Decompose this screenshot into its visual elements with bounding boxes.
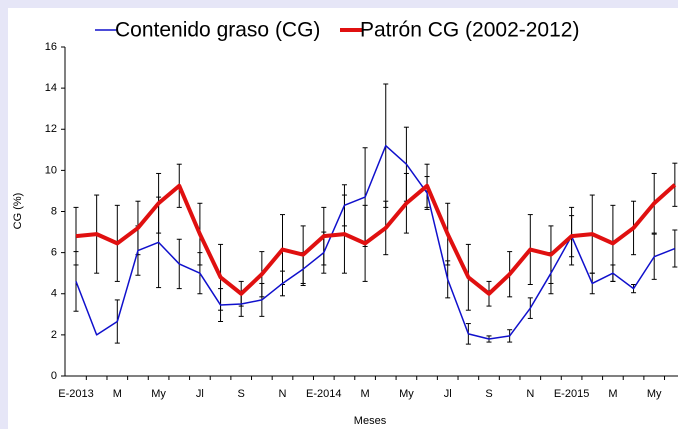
x-tick-label: N [279, 388, 287, 400]
y-tick-label: 16 [45, 41, 57, 53]
x-tick-label: Jl [444, 388, 452, 400]
y-tick-label: 14 [45, 82, 57, 94]
y-axis-label: CG (%) [12, 193, 24, 230]
plot-background [8, 8, 678, 429]
x-tick-label: E-2015 [554, 388, 589, 400]
legend-label: Contenido graso (CG) [115, 19, 320, 42]
x-tick-label: S [485, 388, 492, 400]
x-tick-label: E-2014 [306, 388, 341, 400]
x-tick-label: M [113, 388, 122, 400]
y-tick-label: 6 [51, 247, 57, 259]
x-tick-label: S [238, 388, 245, 400]
y-tick-label: 2 [51, 329, 57, 341]
series-line [75, 183, 677, 296]
x-tick-label: M [361, 388, 370, 400]
x-tick-label: My [151, 388, 166, 400]
x-axis-label: Meses [354, 415, 387, 427]
x-tick-label: E-2013 [58, 388, 93, 400]
series-line [75, 144, 676, 340]
y-tick-label: 10 [45, 164, 57, 176]
y-tick-label: 0 [51, 370, 57, 382]
x-tick-label: My [647, 388, 662, 400]
legend-label: Patrón CG (2002-2012) [360, 19, 579, 42]
y-tick-label: 12 [45, 123, 57, 135]
x-tick-label: M [608, 388, 617, 400]
x-tick-label: Jl [196, 388, 204, 400]
y-tick-label: 8 [51, 205, 57, 217]
x-tick-label: N [526, 388, 534, 400]
y-tick-label: 4 [51, 288, 57, 300]
x-tick-label: My [399, 388, 414, 400]
